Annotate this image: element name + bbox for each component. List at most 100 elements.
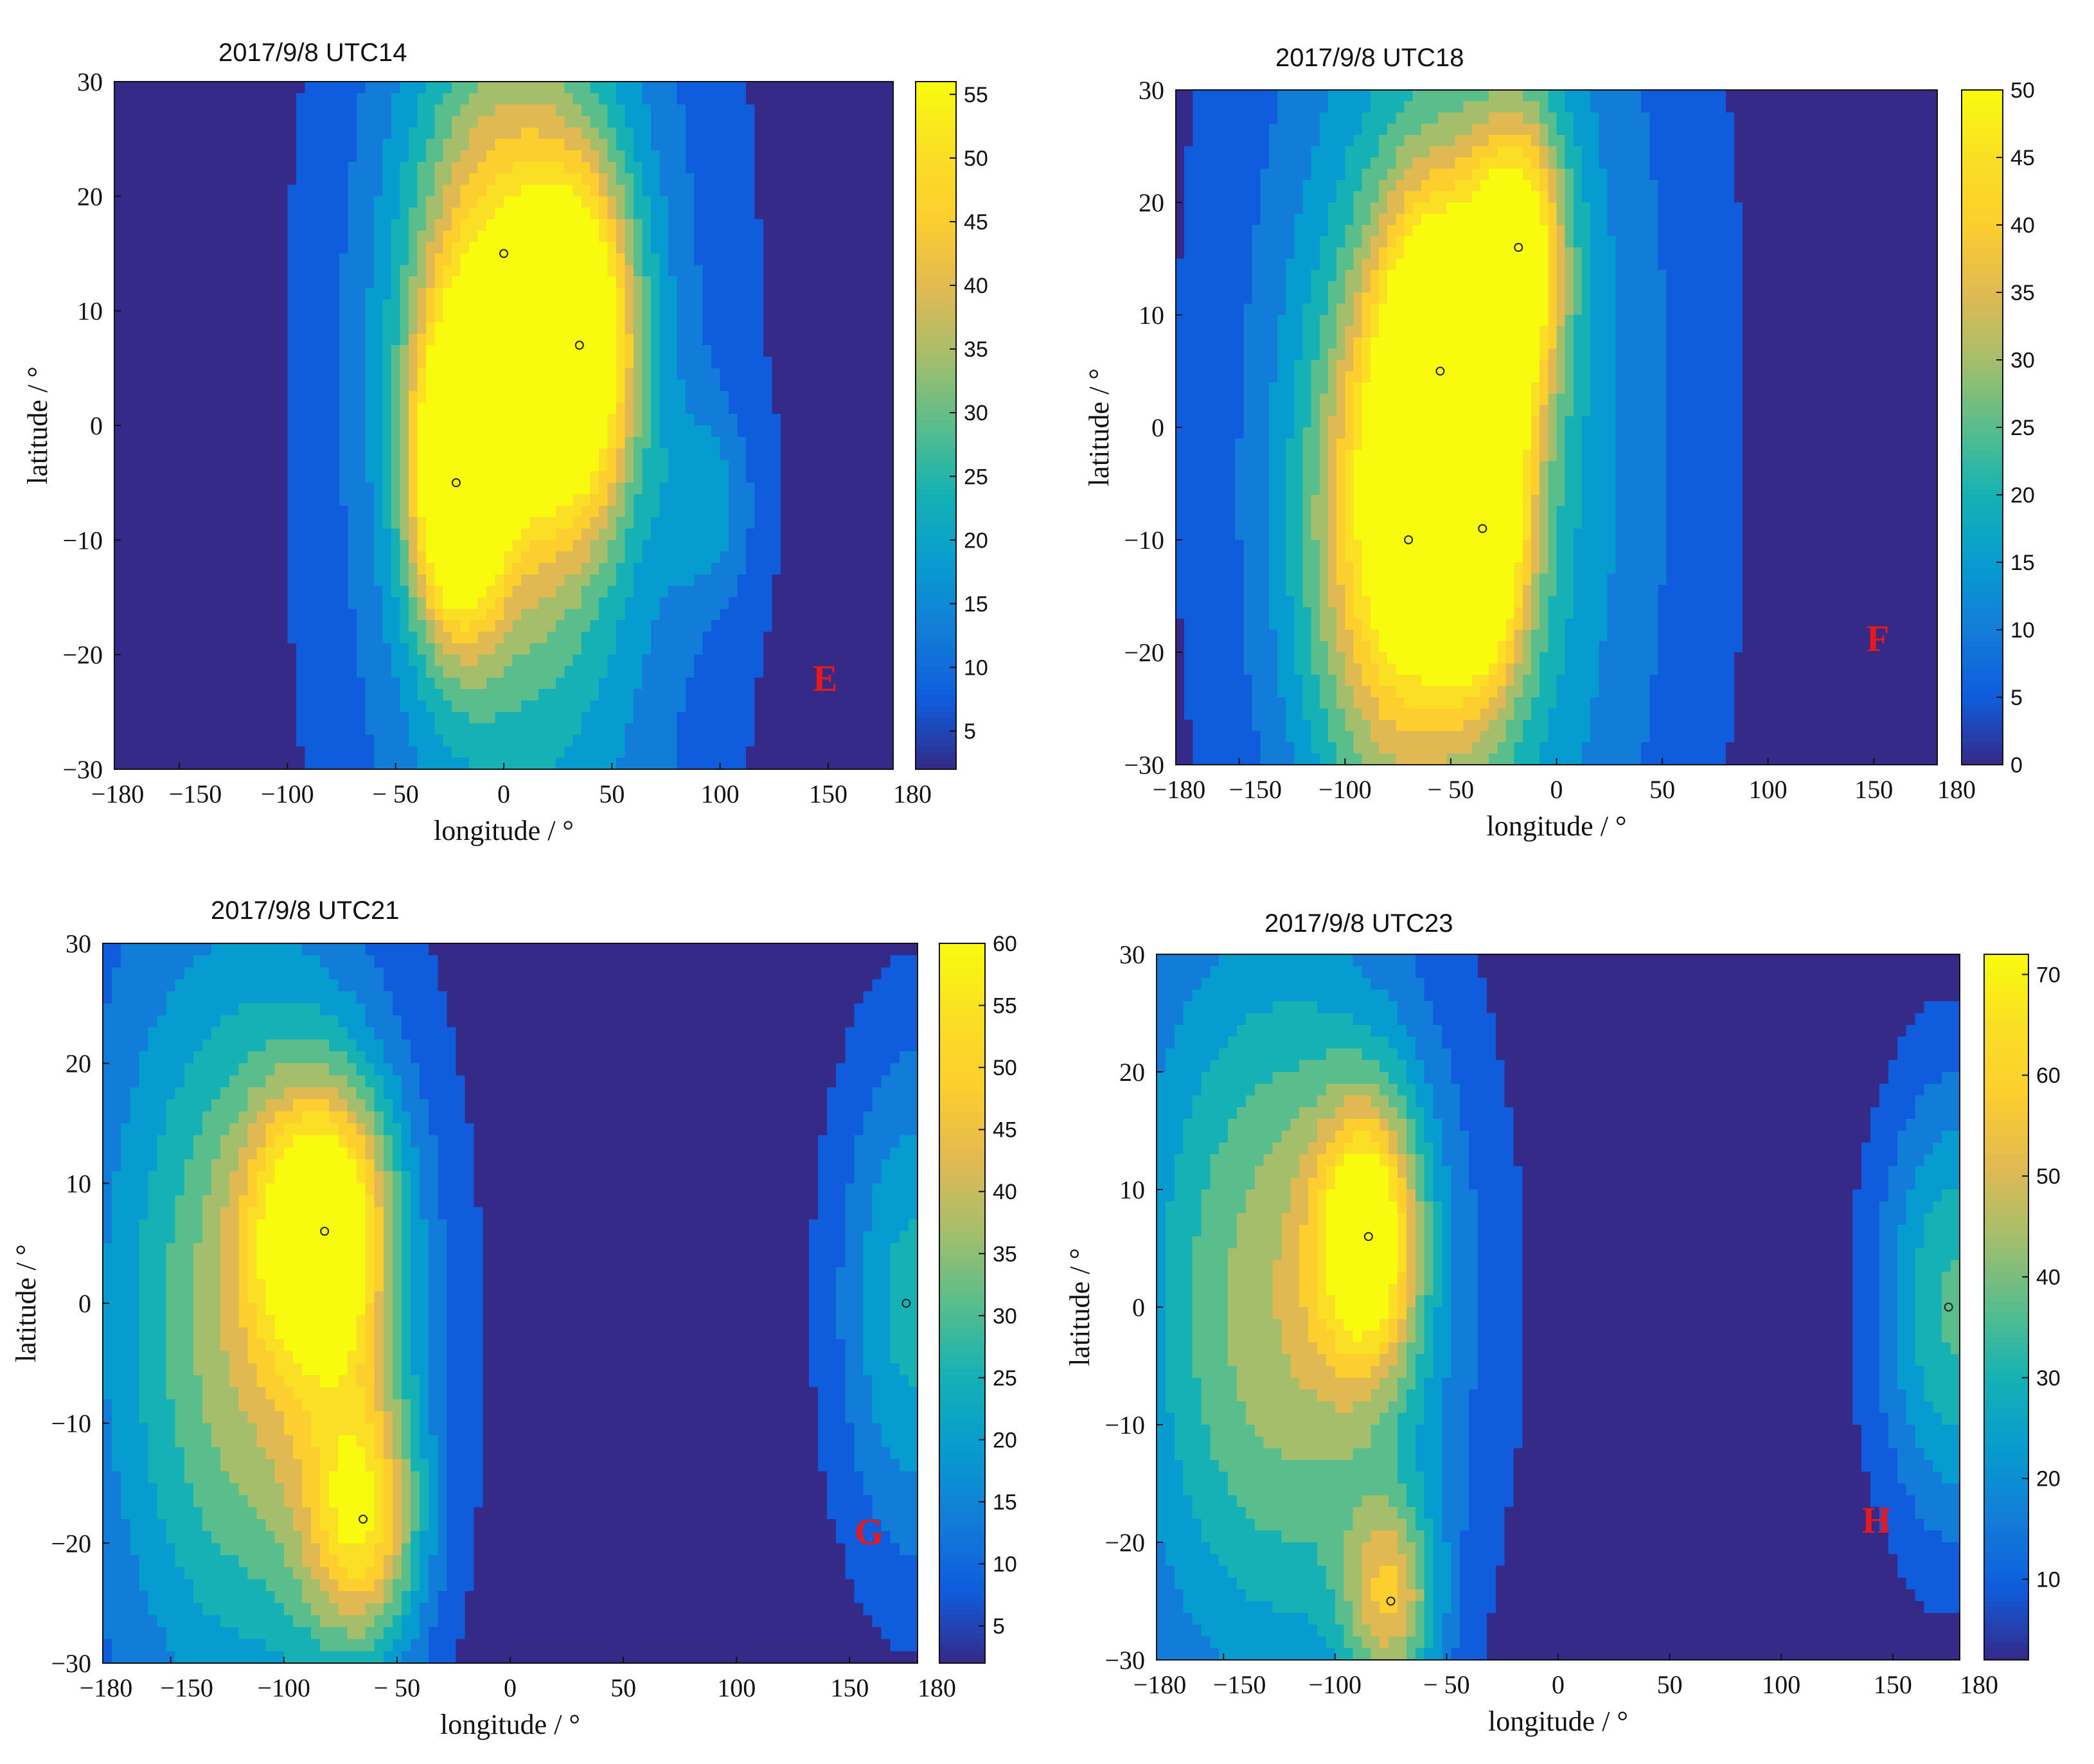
heatmap-cell — [374, 311, 383, 323]
heatmap-cell — [608, 265, 617, 276]
heatmap-cell — [529, 391, 538, 403]
heatmap-cell — [253, 105, 262, 116]
heatmap-cell — [175, 689, 184, 700]
heatmap-cell — [443, 265, 452, 276]
heatmap-cell — [114, 174, 123, 185]
heatmap-cell — [184, 563, 193, 575]
heatmap-cell — [452, 391, 461, 403]
heatmap-cell — [227, 288, 236, 299]
heatmap-cell — [686, 632, 695, 643]
heatmap-cell — [132, 139, 141, 150]
heatmap-cell — [668, 323, 677, 334]
heatmap-cell — [634, 506, 643, 517]
heatmap-cell — [287, 551, 296, 563]
heatmap-cell — [841, 299, 850, 311]
heatmap-cell — [331, 598, 340, 609]
heatmap-cell — [443, 402, 452, 414]
heatmap-cell — [348, 93, 357, 105]
heatmap-cell — [677, 116, 686, 128]
heatmap-cell — [806, 334, 815, 345]
heatmap-cell — [166, 323, 175, 334]
heatmap-cell — [538, 632, 547, 643]
heatmap-cell — [573, 150, 582, 162]
heatmap-cell — [296, 643, 305, 655]
heatmap-cell — [270, 655, 279, 666]
heatmap-cell — [322, 677, 331, 689]
heatmap-cell — [331, 506, 340, 517]
heatmap-cell — [157, 655, 166, 666]
heatmap-cell — [322, 196, 331, 208]
heatmap-cell — [236, 460, 245, 472]
heatmap-cell — [227, 620, 236, 632]
heatmap-cell — [581, 402, 590, 414]
heatmap-cell — [564, 254, 573, 265]
heatmap-cell — [409, 391, 418, 403]
heatmap-cell — [192, 598, 201, 609]
heatmap-cell — [876, 174, 885, 185]
heatmap-cell — [296, 551, 305, 563]
heatmap-cell — [789, 196, 798, 208]
heatmap-cell — [703, 276, 712, 288]
heatmap-cell — [236, 311, 245, 323]
heatmap-cell — [858, 231, 867, 242]
heatmap-cell — [711, 494, 720, 506]
heatmap-cell — [858, 677, 867, 689]
heatmap-cell — [858, 586, 867, 598]
heatmap-cell — [564, 586, 573, 598]
heatmap-cell — [461, 449, 470, 460]
heatmap-cell — [331, 208, 340, 219]
heatmap-cell — [841, 449, 850, 460]
heatmap-cell — [841, 93, 850, 105]
heatmap-cell — [192, 150, 201, 162]
heatmap-cell — [850, 517, 859, 529]
heatmap-cell — [149, 208, 158, 219]
heatmap-cell — [209, 357, 218, 368]
heatmap-cell — [625, 368, 634, 380]
heatmap-cell — [227, 265, 236, 276]
heatmap-cell — [417, 311, 426, 323]
heatmap-cell — [262, 231, 271, 242]
heatmap-cell — [236, 689, 245, 700]
heatmap-cell — [547, 517, 556, 529]
heatmap-cell — [357, 563, 366, 575]
heatmap-cell — [417, 483, 426, 494]
heatmap-cell — [322, 414, 331, 425]
heatmap-cell — [504, 368, 513, 380]
heatmap-cell — [512, 185, 521, 197]
heatmap-cell — [581, 391, 590, 403]
heatmap-cell — [314, 575, 323, 586]
heatmap-cell — [755, 575, 764, 586]
heatmap-cell — [166, 449, 175, 460]
heatmap-cell — [885, 185, 894, 197]
heatmap-cell — [417, 185, 426, 197]
heatmap-cell — [201, 276, 210, 288]
heatmap-cell — [703, 299, 712, 311]
heatmap-cell — [391, 620, 400, 632]
heatmap-cell — [478, 105, 487, 116]
heatmap-cell — [677, 529, 686, 540]
heatmap-cell — [443, 242, 452, 254]
heatmap-cell — [703, 620, 712, 632]
heatmap-cell — [521, 643, 530, 655]
heatmap-cell — [677, 586, 686, 598]
heatmap-cell — [478, 162, 487, 174]
heatmap-cell — [642, 689, 651, 700]
heatmap-cell — [841, 323, 850, 334]
heatmap-cell — [642, 334, 651, 345]
heatmap-cell — [755, 620, 764, 632]
heatmap-cell — [789, 620, 798, 632]
heatmap-cell — [616, 265, 625, 276]
heatmap-cell — [209, 712, 218, 724]
heatmap-cell — [763, 494, 772, 506]
heatmap-cell — [461, 323, 470, 334]
heatmap-cell — [348, 471, 357, 483]
heatmap-cell — [279, 643, 288, 655]
heatmap-cell — [374, 529, 383, 540]
heatmap-cell — [772, 82, 781, 93]
heatmap-cell — [184, 712, 193, 724]
heatmap-cell — [114, 471, 123, 483]
heatmap-cell — [123, 575, 132, 586]
heatmap-cell — [322, 483, 331, 494]
heatmap-cell — [798, 655, 807, 666]
heatmap-cell — [434, 357, 443, 368]
